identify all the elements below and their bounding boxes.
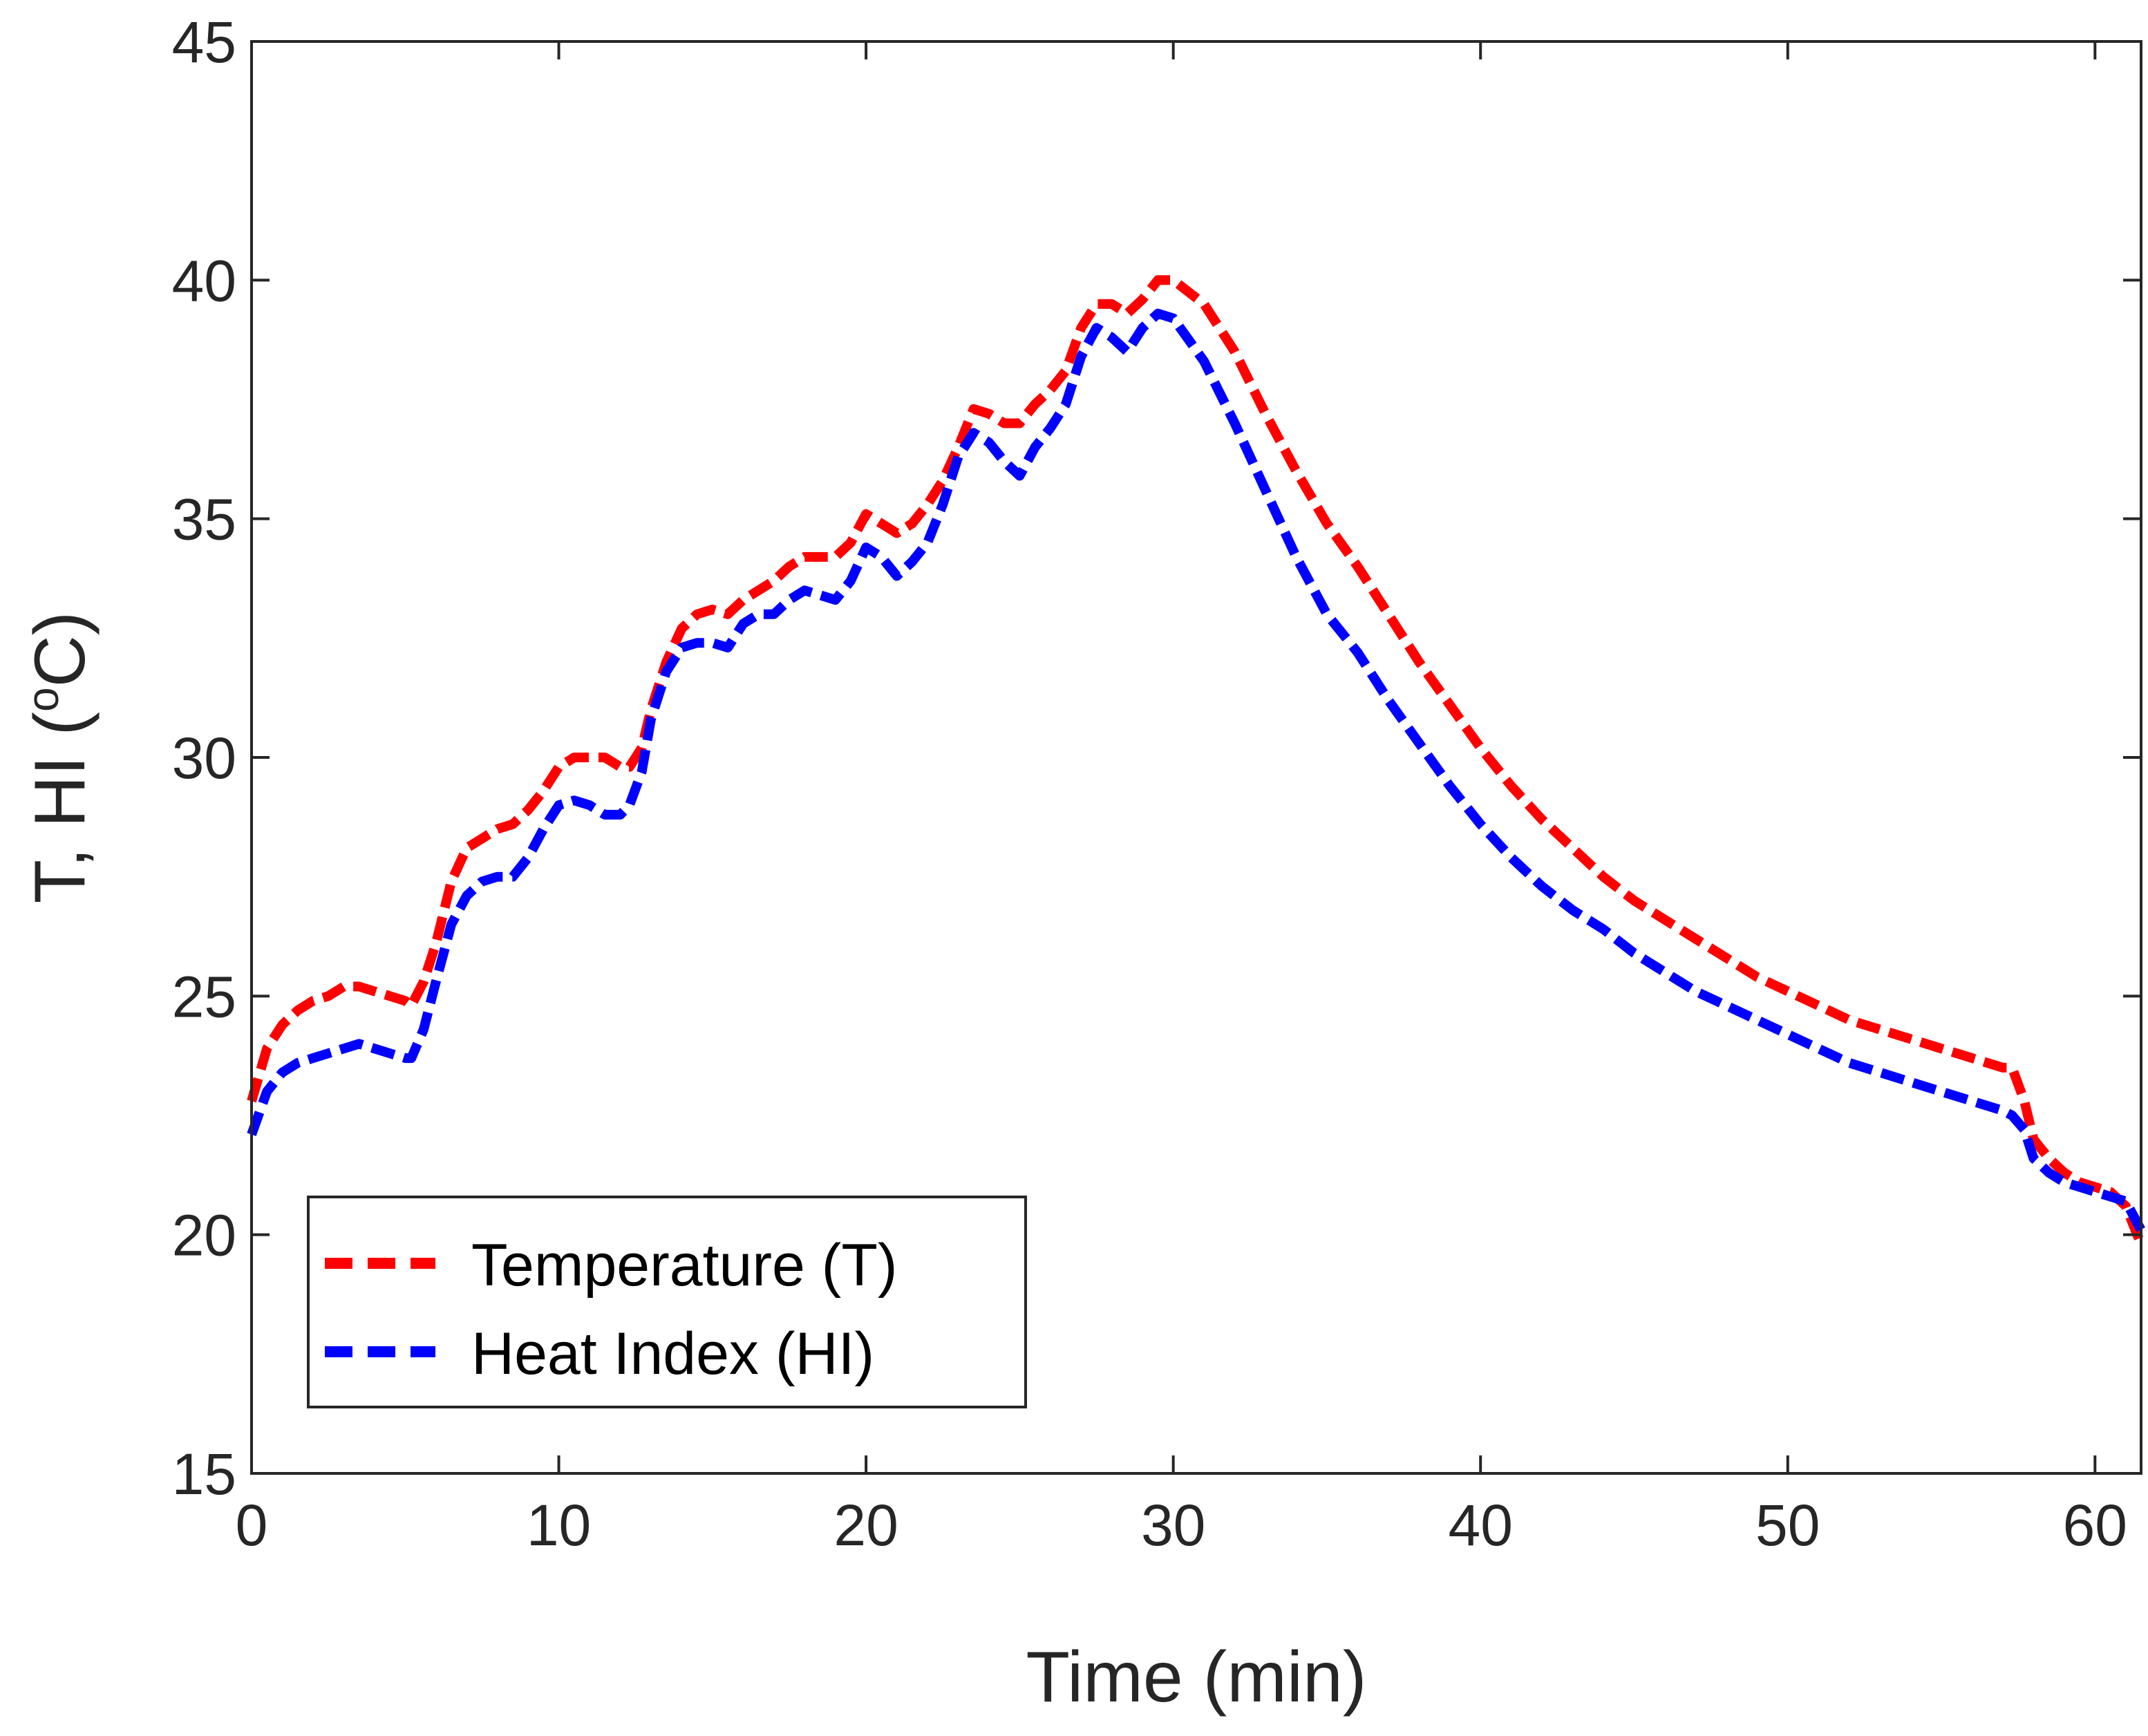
y-tick-label: 25 (172, 964, 236, 1029)
series-line-temperature (247, 275, 2146, 1247)
legend: Temperature (T) Heat Index (HI) (307, 1196, 1027, 1408)
y-tick-label: 40 (172, 248, 236, 313)
y-axis-label: T, HI (oC) (18, 612, 100, 904)
x-tick-label: 20 (833, 1493, 898, 1558)
y-tick-label: 30 (172, 726, 236, 791)
legend-label-temperature: Temperature (T) (471, 1232, 898, 1299)
y-tick-label: 35 (172, 487, 236, 552)
x-tick-label: 0 (236, 1493, 268, 1558)
y-axis-label-degree: o (18, 687, 68, 712)
legend-box (307, 1196, 1027, 1408)
x-tick-label: 40 (1448, 1493, 1512, 1558)
y-tick-label: 15 (172, 1442, 236, 1507)
legend-label-heat-index: Heat Index (HI) (471, 1321, 874, 1387)
x-tick-label: 50 (1755, 1493, 1820, 1558)
x-axis: 0 10 20 30 40 50 60 (236, 41, 2127, 1558)
y-axis: 15 20 25 30 35 40 45 (172, 10, 2141, 1507)
x-axis-label: Time (min) (1026, 1637, 1367, 1717)
x-tick-label: 10 (527, 1493, 591, 1558)
y-axis-label-main: T, HI ( (20, 712, 100, 904)
y-tick-label: 45 (172, 10, 236, 75)
x-tick-label: 30 (1141, 1493, 1205, 1558)
series-layer (247, 275, 2146, 1247)
x-tick-label: 60 (2063, 1493, 2127, 1558)
series-line-heat-index (247, 308, 2146, 1233)
y-tick-label: 20 (172, 1203, 236, 1268)
y-axis-label-unit: C) (20, 612, 100, 688)
